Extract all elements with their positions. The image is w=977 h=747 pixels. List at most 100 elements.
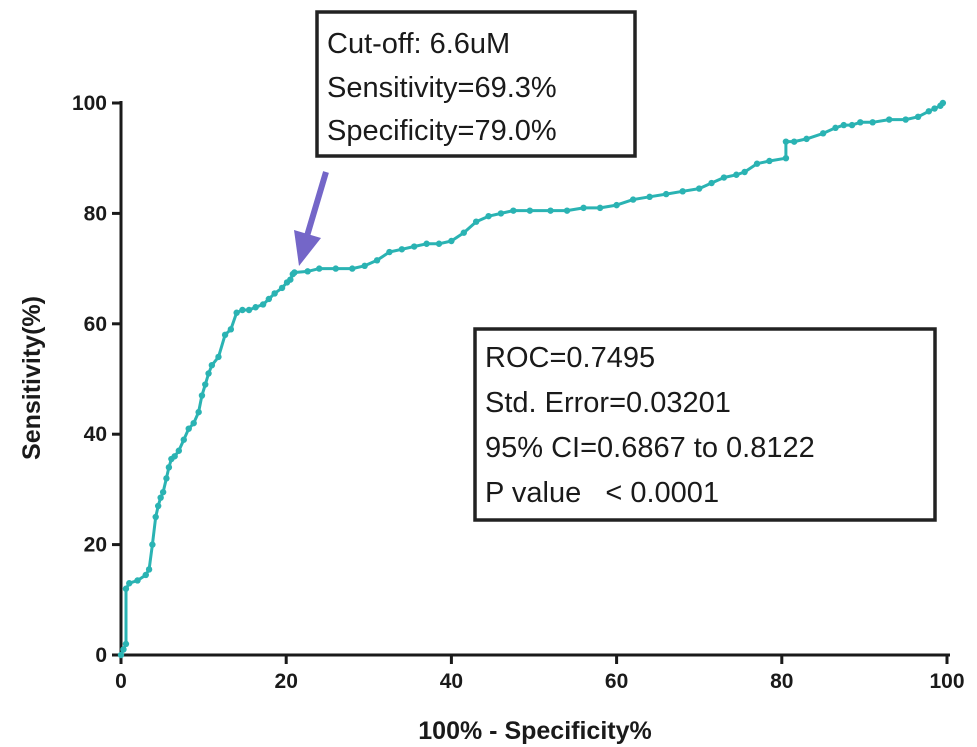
roc-data-point [753, 160, 761, 167]
roc-data-point [629, 196, 637, 203]
roc-data-point [708, 179, 715, 187]
roc-data-point [265, 295, 273, 303]
x-tick-label: 0 [115, 670, 127, 693]
roc-data-point [185, 425, 192, 432]
roc-data-point [190, 419, 197, 427]
roc-data-point [931, 105, 938, 112]
y-tick-label: 20 [84, 534, 107, 557]
roc-data-point [233, 309, 240, 316]
roc-data-point [720, 174, 728, 181]
x-tick-label: 80 [770, 670, 793, 693]
roc-data-point [208, 362, 216, 369]
x-tick-label: 40 [440, 670, 463, 693]
cutoff-box-frame [315, 10, 637, 158]
roc-data-point [195, 408, 202, 416]
cutoff-arrow-head [294, 230, 321, 266]
cutoff-line-2: Sensitivity=69.3% [327, 72, 557, 104]
roc-data-point [278, 284, 286, 292]
roc-data-point [134, 577, 141, 584]
roc-data-point [741, 168, 748, 176]
roc-data-point [239, 306, 246, 314]
roc-data-point [175, 447, 183, 454]
roc-data-point [857, 119, 864, 126]
roc-data-point [782, 138, 790, 145]
x-tick-label: 20 [275, 670, 298, 693]
roc-data-point [373, 257, 381, 264]
roc-data-point [448, 237, 455, 245]
roc-data-point [245, 306, 253, 314]
roc-data-point [840, 121, 847, 129]
roc-data-point [349, 265, 356, 272]
roc-data-point [819, 130, 827, 137]
roc-data-point [122, 585, 130, 592]
roc-data-point [733, 171, 740, 178]
roc-data-point [221, 331, 229, 339]
roc-data-point [411, 243, 418, 250]
stats-line-p-value: P value < 0.0001 [485, 477, 719, 509]
roc-data-point [145, 566, 153, 573]
roc-data-point [304, 268, 311, 275]
roc-data-point [782, 155, 790, 162]
roc-data-point [205, 370, 212, 377]
roc-data-point [252, 304, 259, 311]
stats-box-frame [473, 327, 937, 522]
roc-data-point [563, 207, 571, 214]
y-tick-label: 100 [72, 92, 107, 115]
roc-data-point [227, 326, 235, 333]
roc-data-point [271, 290, 278, 297]
cutoff-line-1: Cut-off: 6.6uM [327, 28, 510, 60]
roc-data-point [596, 204, 604, 212]
roc-data-point [117, 651, 125, 659]
roc-data-point [679, 188, 686, 195]
roc-data-point [914, 113, 922, 121]
roc-data-point [790, 138, 798, 145]
roc-data-point [259, 301, 267, 308]
roc-data-point [287, 276, 294, 283]
roc-data-point [159, 488, 167, 496]
roc-stats-box: ROC=0.7495 Std. Error=0.03201 95% CI=0.6… [473, 327, 937, 522]
y-tick-label: 0 [95, 644, 107, 667]
roc-curve-points [117, 99, 947, 659]
roc-data-point [547, 207, 554, 214]
roc-data-point [122, 640, 130, 648]
roc-data-point [902, 116, 909, 123]
roc-data-point [398, 246, 406, 253]
roc-data-point [696, 185, 703, 192]
roc-data-point [149, 541, 156, 548]
roc-data-point [832, 124, 839, 132]
y-axis-title: Sensitivity(%) [18, 296, 46, 460]
roc-data-point [885, 116, 893, 123]
roc-data-point [120, 646, 127, 653]
stats-line-std-error: Std. Error=0.03201 [485, 387, 731, 419]
roc-data-point [472, 218, 480, 225]
roc-data-point [163, 475, 170, 482]
axis-ticks: 0 20 40 60 80 100 0 20 40 60 80 100 [72, 92, 965, 693]
y-tick-label: 80 [84, 202, 107, 225]
roc-data-point [646, 193, 653, 201]
cutoff-line-3: Specificity=79.0% [327, 115, 557, 147]
roc-data-point [198, 392, 206, 399]
roc-data-point [291, 269, 298, 276]
roc-data-point [142, 571, 149, 579]
y-tick-label: 60 [84, 313, 107, 336]
roc-data-point [386, 248, 393, 256]
roc-data-point [180, 436, 187, 443]
roc-data-point [460, 229, 467, 236]
x-axis-title: 100% - Specificity% [418, 717, 651, 745]
roc-data-point [510, 207, 517, 214]
y-tick-label: 40 [84, 423, 107, 446]
roc-data-point [215, 353, 222, 361]
cutoff-arrow [294, 171, 329, 266]
cutoff-arrow-shaft [304, 171, 329, 237]
roc-data-point [171, 453, 178, 460]
roc-data-point [803, 135, 810, 143]
roc-data-point [497, 210, 505, 217]
roc-data-point [316, 265, 323, 272]
roc-data-point [126, 580, 133, 587]
x-tick-label: 100 [929, 670, 964, 693]
stats-line-ci: 95% CI=0.6867 to 0.8122 [485, 432, 815, 464]
roc-data-point [869, 119, 876, 126]
roc-data-point [157, 494, 164, 501]
roc-data-point [580, 204, 587, 212]
